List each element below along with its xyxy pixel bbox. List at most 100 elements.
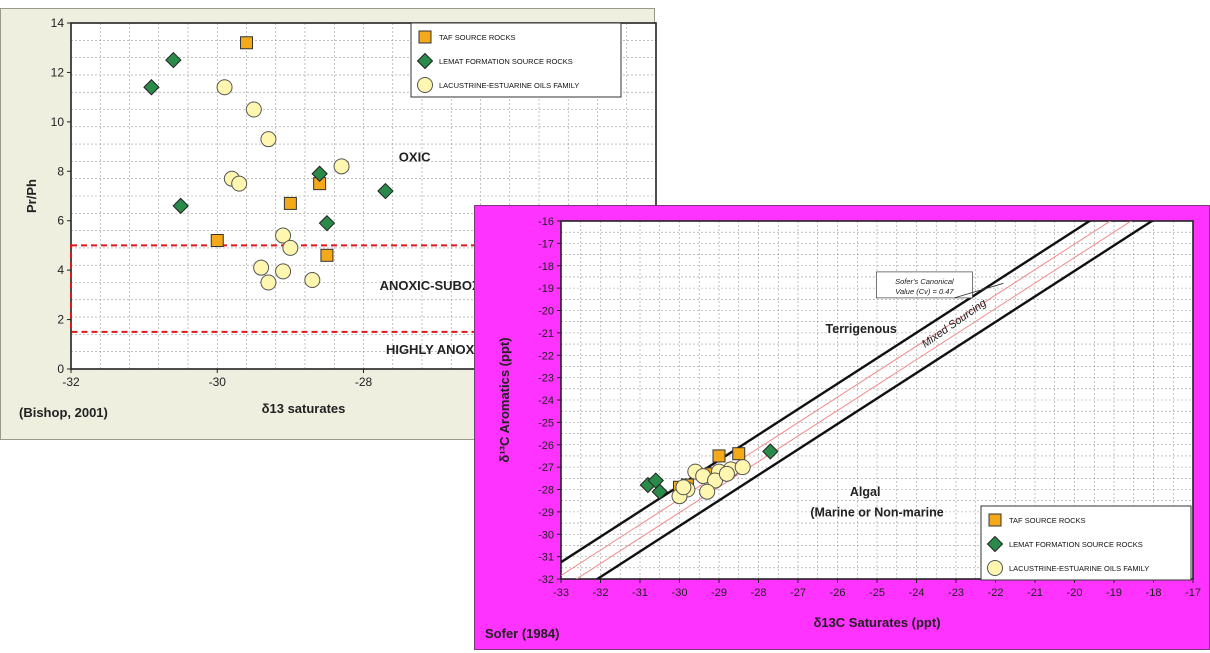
series-group	[639, 443, 779, 500]
y-tick-label: 12	[51, 65, 65, 79]
zone-label: HIGHLY ANOXIC	[386, 342, 488, 357]
legend-label: LACUSTRINE-ESTUARINE OILS FAMILY	[439, 81, 579, 90]
legend-item: LEMAT FORMATION SOURCE ROCKS	[986, 535, 1143, 553]
data-point	[275, 263, 292, 280]
y-tick-label: -24	[538, 395, 554, 407]
prph-chart: -32-30-28-2602468101214δ13 saturatesPr/P…	[19, 16, 657, 420]
canonical-note-line1: Sofer's Canonical	[895, 277, 954, 286]
canonical-value-line	[575, 221, 1133, 579]
data-point	[260, 131, 277, 148]
data-point	[165, 51, 182, 69]
legend-item: LEMAT FORMATION SOURCE ROCKS	[416, 52, 573, 70]
y-tick-label: 14	[51, 16, 65, 30]
x-tick-label: -24	[909, 587, 925, 599]
y-tick-label: -21	[538, 328, 554, 340]
y-tick-label: -16	[538, 216, 554, 228]
data-point	[260, 274, 277, 291]
x-tick-label: -30	[672, 587, 688, 599]
zone-label: OXIC	[399, 149, 431, 164]
zone-label: Terrigenous	[826, 322, 897, 336]
x-tick-label: -33	[553, 587, 569, 599]
data-point	[304, 272, 321, 289]
y-tick-label: -25	[538, 417, 554, 429]
y-tick-label: 2	[57, 313, 64, 327]
data-point	[283, 196, 297, 210]
legend-marker	[987, 560, 1003, 576]
x-tick-label: -32	[593, 587, 609, 599]
y-tick-label: -19	[538, 283, 554, 295]
legend-label: TAF SOURCE ROCKS	[1009, 516, 1086, 525]
y-tick-label: 4	[57, 263, 64, 277]
series-group	[671, 459, 751, 505]
data-point	[675, 479, 692, 496]
y-axis-title: Pr/Ph	[24, 179, 39, 213]
legend-item: LACUSTRINE-ESTUARINE OILS FAMILY	[417, 77, 579, 93]
y-tick-label: 6	[57, 214, 64, 228]
zone-label: ANOXIC-SUBOXIC	[380, 278, 495, 293]
y-tick-label: 0	[57, 362, 64, 376]
y-tick-label: -31	[538, 552, 554, 564]
y-tick-label: -23	[538, 373, 554, 385]
x-tick-label: -18	[1146, 587, 1162, 599]
legend-marker	[986, 535, 1004, 553]
x-tick-label: -28	[355, 375, 373, 389]
y-tick-label: -17	[538, 238, 554, 250]
data-point	[377, 182, 394, 200]
x-tick-label: -27	[790, 587, 806, 599]
legend-item: LACUSTRINE-ESTUARINE OILS FAMILY	[987, 560, 1149, 576]
data-point	[210, 233, 224, 247]
data-point	[333, 158, 350, 175]
citation-label: Sofer (1984)	[485, 626, 559, 641]
citation-label: (Bishop, 2001)	[19, 405, 108, 420]
data-point	[245, 101, 262, 118]
data-point	[318, 214, 336, 232]
legend-marker	[416, 52, 434, 70]
data-point	[275, 227, 292, 244]
y-tick-label: -32	[538, 574, 554, 586]
legend: TAF SOURCE ROCKS LEMAT FORMATION SOURCE R…	[410, 22, 622, 98]
data-point	[216, 79, 233, 96]
legend-label: LACUSTRINE-ESTUARINE OILS FAMILY	[1009, 564, 1149, 573]
data-point	[712, 449, 726, 463]
series-group	[216, 79, 350, 291]
x-axis-title: δ13 saturates	[262, 401, 346, 416]
zone-label: (Marine or Non-marine	[810, 505, 943, 519]
sofer-chart: -33 -32 -31 -30 -29 -28 -27 -26 -25 -24 -23 -22 -21-…	[485, 216, 1201, 641]
legend: TAF SOURCE ROCKS LEMAT FORMATION SOURCE R…	[980, 505, 1192, 581]
y-axis-title: δ¹³C Aromatics (ppt)	[497, 337, 512, 462]
x-tick-label: -21	[1027, 587, 1043, 599]
y-tick-label: -26	[538, 440, 554, 452]
y-tick-label: 10	[51, 115, 65, 129]
legend-marker	[418, 30, 432, 44]
series-group	[210, 36, 334, 262]
y-tick-label: 8	[57, 164, 64, 178]
legend-item: TAF SOURCE ROCKS	[418, 30, 516, 44]
y-tick-label: -29	[538, 507, 554, 519]
x-tick-label: -19	[1106, 587, 1122, 599]
legend-item: TAF SOURCE ROCKS	[988, 513, 1086, 527]
x-tick-label: -28	[751, 587, 767, 599]
x-tick-label: -32	[62, 375, 80, 389]
data-point	[311, 165, 328, 182]
data-point	[732, 447, 746, 461]
legend-marker	[417, 77, 433, 93]
x-tick-label: -17	[1185, 587, 1201, 599]
data-point	[231, 175, 248, 192]
y-tick-label: -22	[538, 350, 554, 362]
x-tick-label: -20	[1067, 587, 1083, 599]
x-tick-label: -26	[830, 587, 846, 599]
canonical-lines	[561, 221, 1155, 579]
y-tick-label: -18	[538, 261, 554, 273]
x-tick-label: -25	[869, 587, 885, 599]
data-point	[172, 197, 189, 215]
x-axis-title: δ13C Saturates (ppt)	[813, 615, 940, 630]
legend-marker	[988, 513, 1002, 527]
y-tick-label: -20	[538, 306, 554, 318]
canonical-note-line2: Value (Cv) = 0.47	[895, 287, 954, 296]
data-point	[734, 459, 751, 476]
legend-label: LEMAT FORMATION SOURCE ROCKS	[1009, 540, 1143, 549]
y-tick-label: -27	[538, 462, 554, 474]
data-point	[718, 465, 735, 482]
legend-box	[980, 505, 1192, 581]
upper-boundary-line	[561, 221, 1092, 564]
